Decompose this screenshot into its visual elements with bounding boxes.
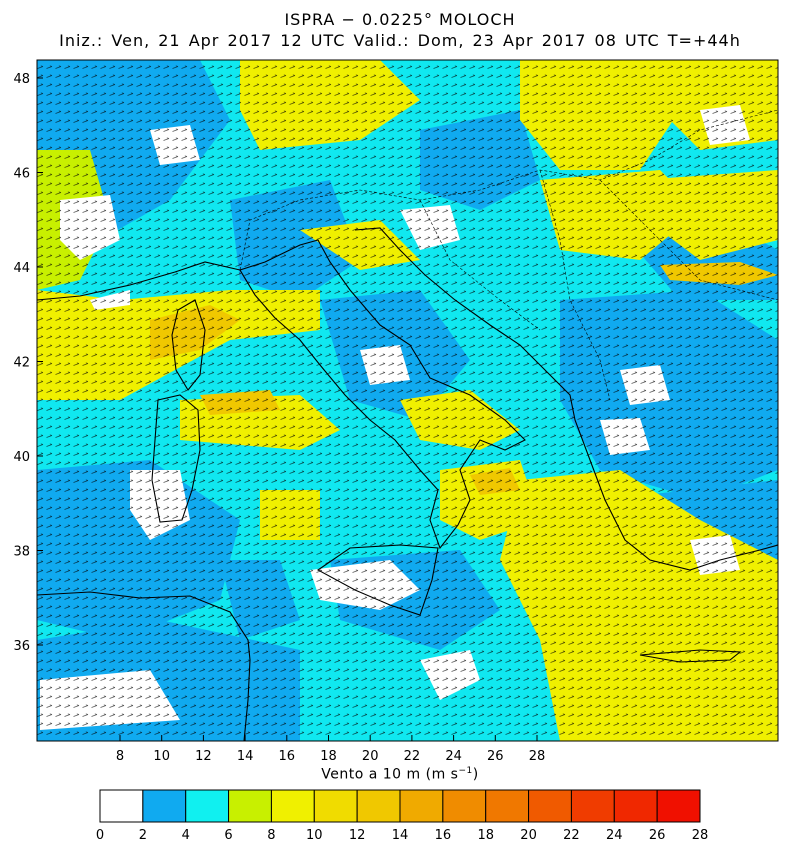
lon-tick-label: 28 [529,749,546,764]
colorbar-label: 2 [139,828,147,843]
map-subtitle: Iniz.: Ven, 21 Apr 2017 12 UTC Valid.: D… [59,31,741,50]
colorbar-swatch [356,789,401,823]
colorbar-label: 24 [606,828,623,843]
wind-field [37,60,778,741]
map-title: ISPRA − 0.0225° MOLOCH [284,10,516,29]
lat-tick-label: 40 [13,450,30,465]
wind-arrows [37,60,778,741]
colorbar-label: 6 [224,828,232,843]
corsica-coast [171,299,206,391]
colorbar-swatch [613,789,658,823]
colorbar-swatch [399,789,444,823]
lat-tick-label: 38 [13,545,30,560]
lat-tick-label: 48 [13,72,30,87]
lon-tick-label: 26 [487,749,504,764]
colorbar-label: 22 [563,828,580,843]
lon-tick-label: 14 [237,749,254,764]
colorbar-swatch [270,789,315,823]
colorbar-swatch [99,789,144,823]
coastlines [37,227,778,741]
italy-coast [239,239,526,550]
colorbar-label: 12 [349,828,366,843]
colorbar-swatch [485,789,530,823]
colorbar-swatch [185,789,230,823]
lon-tick-label: 20 [362,749,379,764]
lon-tick-label: 10 [153,749,170,764]
lon-tick-label: 22 [404,749,421,764]
colorbar-label: 8 [267,828,275,843]
lat-tick-label: 42 [13,356,30,371]
colorbar-title: Vento a 10 m (m s−1) [321,766,479,783]
lon-tick-label: 16 [279,749,296,764]
sicily-coast [316,544,439,616]
crete-coast [639,649,742,663]
france-coast [37,261,241,301]
colorbar-swatch [528,789,572,823]
colorbar-label: 4 [182,828,190,843]
colorbar-label: 16 [435,828,452,843]
colorbar-swatch [313,789,358,823]
longitude-axis: 8 10 12 14 16 18 20 22 24 26 28 [116,735,545,764]
colorbar-label: 28 [692,828,709,843]
lon-tick-label: 24 [445,749,462,764]
colorbar-label: 10 [306,828,323,843]
colorbar: 0 2 4 6 8 10 12 14 16 18 20 22 24 26 28 [96,789,709,843]
lat-tick-label: 46 [13,167,30,182]
colorbar-swatch [228,789,272,823]
colorbar-swatch [656,789,701,823]
lat-tick-label: 44 [13,261,30,276]
lon-tick-label: 12 [195,749,212,764]
colorbar-swatch [442,789,487,823]
map-frame [36,59,779,742]
lat-tick-label: 36 [13,639,30,654]
balkan-coast [354,227,778,571]
africa-coast [37,591,251,741]
colorbar-label: 20 [520,828,537,843]
lon-tick-label: 8 [116,749,124,764]
colorbar-label: 18 [477,828,494,843]
colorbar-label: 0 [96,828,104,843]
colorbar-label: 14 [392,828,409,843]
borders [239,109,778,401]
latitude-axis: 36 38 40 42 44 46 48 [13,72,43,654]
colorbar-swatch [570,789,615,823]
colorbar-label: 26 [649,828,666,843]
lon-tick-label: 18 [320,749,337,764]
sardinia-coast [151,394,201,523]
colorbar-swatch [142,789,187,823]
